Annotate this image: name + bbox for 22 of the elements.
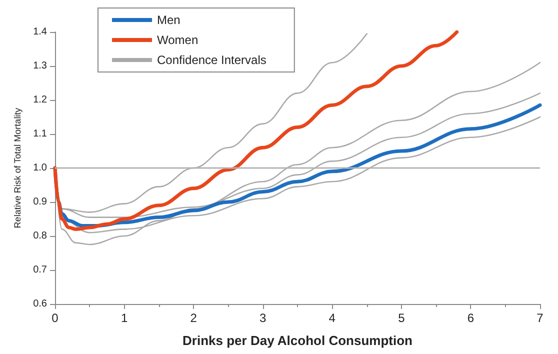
y-tick-label: 0.7 [33, 264, 48, 276]
y-tick-label: 0.9 [33, 196, 48, 208]
y-tick-label: 0.6 [33, 298, 48, 310]
y-tick-label: 1.1 [33, 128, 48, 140]
y-axis-title: Relative Risk of Total Mortality [12, 107, 23, 228]
x-tick-label: 6 [467, 311, 474, 325]
x-axis-title: Drinks per Day Alcohol Consumption [182, 333, 413, 348]
y-tick-label: 1.2 [33, 94, 48, 106]
x-tick-label: 4 [328, 311, 336, 325]
x-tick-label: 0 [52, 311, 59, 325]
y-tick-label: 1.4 [33, 26, 48, 38]
legend-label: Men [157, 13, 180, 27]
x-tick-label: 3 [260, 311, 267, 325]
x-tick-label: 2 [190, 311, 198, 325]
x-tick-label: 7 [536, 311, 544, 325]
y-tick-label: 0.8 [33, 230, 48, 242]
y-tick-label: 1.3 [33, 60, 48, 72]
x-tick-label: 5 [398, 311, 406, 325]
legend-label: Women [157, 33, 198, 47]
legend-label: Confidence Intervals [157, 53, 266, 67]
x-tick-label: 1 [120, 311, 128, 325]
y-tick-label: 1.0 [33, 162, 48, 174]
